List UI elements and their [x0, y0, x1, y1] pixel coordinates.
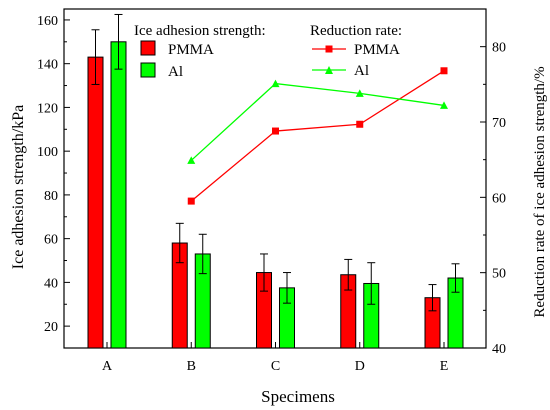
y-right-tick-label: 60 — [492, 191, 506, 206]
legend-lines: Reduction rate: PMMA Al — [310, 23, 402, 79]
legend-marker-al — [325, 66, 333, 74]
y-tick-label: 120 — [37, 101, 58, 116]
bars — [87, 13, 464, 349]
x-tick-label: D — [355, 359, 365, 374]
plot-frame — [63, 8, 487, 349]
legend-marker-pmma — [325, 45, 333, 53]
y-tick-label: 20 — [44, 320, 58, 335]
point-al — [440, 101, 448, 109]
lines — [187, 67, 448, 205]
point-pmma — [187, 197, 195, 205]
y-right-tick-label: 70 — [492, 116, 506, 131]
point-al — [271, 79, 280, 88]
point-al — [187, 156, 196, 164]
legend-bar-al-label: Al — [168, 64, 183, 80]
legend-swatch-pmma — [140, 40, 156, 56]
x-axis-label: Specimens — [261, 387, 335, 406]
bar-al-A — [110, 41, 127, 349]
y-tick-label: 60 — [44, 233, 58, 248]
y-tick-label: 80 — [44, 189, 58, 204]
legend-bar-title: Ice adhesion strength: — [134, 23, 266, 39]
line-al — [190, 82, 445, 161]
legend-line-al-label: Al — [354, 63, 369, 79]
y-tick-label: 40 — [44, 276, 58, 291]
bar-pmma-A — [87, 56, 104, 349]
y-axis-right-label: Reduction rate of ice adhesion strength/… — [532, 66, 548, 317]
x-tick-label: A — [102, 359, 113, 374]
legend-line-pmma-label: PMMA — [354, 42, 400, 58]
point-pmma — [272, 127, 279, 135]
legend-bar-pmma-label: PMMA — [168, 42, 214, 58]
legend-line-title: Reduction rate: — [310, 23, 402, 39]
legend-bars: Ice adhesion strength: PMMA Al — [134, 23, 266, 80]
y-tick-label: 140 — [37, 58, 58, 73]
point-al — [355, 89, 364, 97]
x-tick-label: C — [271, 359, 280, 374]
x-tick-label: B — [187, 359, 196, 374]
line-pmma — [190, 70, 445, 202]
y-axis-label: Ice adhesion strength/kPa — [10, 105, 27, 269]
y-tick-label: 100 — [37, 145, 58, 160]
y-right-tick-label: 50 — [492, 267, 506, 282]
y-tick-label: 160 — [37, 14, 58, 29]
point-pmma — [356, 120, 364, 128]
point-pmma — [440, 67, 448, 75]
x-tick-label: E — [440, 359, 449, 374]
axes: 20 40 60 80 100 120 140 160 40 50 60 70 80 A B C D E — [37, 8, 506, 374]
y-right-tick-label: 40 — [492, 342, 506, 357]
legend-swatch-al — [140, 62, 156, 78]
y-right-tick-label: 80 — [492, 41, 506, 56]
